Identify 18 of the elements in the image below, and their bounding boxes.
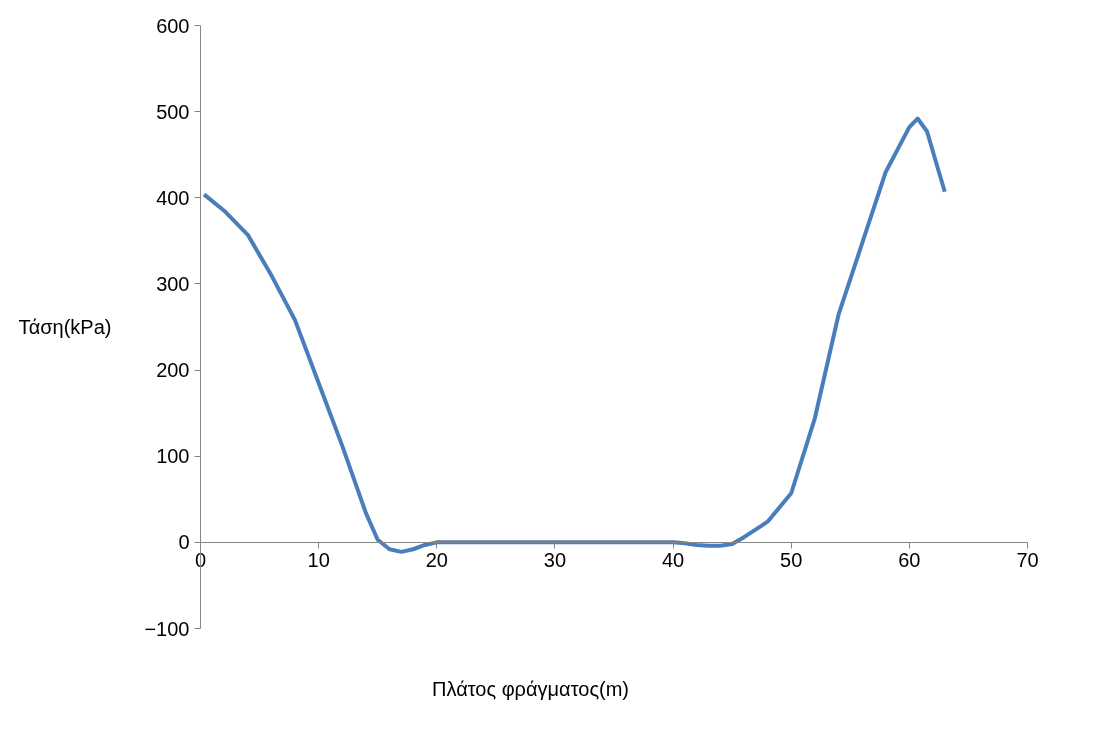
y-tick-label: 300 <box>156 272 190 295</box>
x-axis-title: Πλάτος φράγματος(m) <box>432 677 629 700</box>
y-tick-label: −100 <box>144 617 190 640</box>
y-tick-label: 400 <box>156 186 190 209</box>
y-tick-label: 200 <box>156 359 190 382</box>
y-tick-label: 100 <box>156 445 190 468</box>
x-tick-label: 70 <box>1016 549 1039 572</box>
y-tick-label: 500 <box>156 100 190 123</box>
x-tick-label: 30 <box>543 549 567 572</box>
x-tick-label: 50 <box>780 549 803 572</box>
x-tick-label: 10 <box>307 549 330 572</box>
y-tick-label: 600 <box>156 14 190 37</box>
y-tick-label: 0 <box>178 531 190 554</box>
x-tick-label: 20 <box>425 549 448 572</box>
x-tick-label: 60 <box>898 549 921 572</box>
line-series <box>202 116 947 554</box>
x-tick-label: 40 <box>661 549 685 572</box>
y-axis-title: Τάση(kPa) <box>18 316 112 338</box>
